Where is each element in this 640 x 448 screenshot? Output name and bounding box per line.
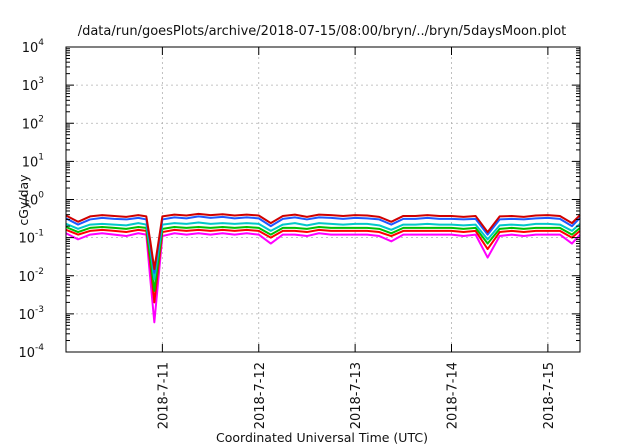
y-tick-exponent: 3 — [38, 76, 44, 86]
y-tick-label: 103 — [22, 76, 44, 94]
axis-ticks — [66, 46, 580, 353]
x-tick-labels: 2018-7-11 2018-7-12 2018-7-13 2018-7-14 2018… — [156, 362, 557, 429]
y-tick-label: 100 — [22, 191, 45, 209]
y-tick-base: 10 — [22, 155, 39, 170]
x-tick-label: 2018-7-12 — [253, 362, 268, 429]
y-tick-label: 10-1 — [18, 229, 44, 247]
y-tick-base: 10 — [22, 194, 39, 209]
series-line — [65, 228, 581, 304]
y-axis-label: cGy/day — [16, 174, 31, 226]
y-tick-base: 10 — [18, 270, 35, 285]
y-tick-label: 104 — [22, 38, 45, 56]
y-tick-label: 10-2 — [18, 267, 44, 285]
x-tick-label: 2018-7-14 — [446, 362, 461, 429]
y-tick-exponent: 0 — [38, 191, 44, 201]
y-tick-exponent: -4 — [35, 343, 44, 353]
y-tick-exponent: -1 — [35, 229, 44, 239]
series-line — [65, 232, 581, 324]
x-axis-label: Coordinated Universal Time (UTC) — [216, 430, 428, 445]
y-tick-label: 102 — [22, 114, 44, 132]
y-tick-exponent: -3 — [35, 305, 44, 315]
grid-lines — [66, 47, 580, 352]
chart-title: /data/run/goesPlots/archive/2018-07-15/0… — [78, 24, 567, 39]
y-tick-exponent: 4 — [38, 38, 44, 48]
x-tick-label: 2018-7-13 — [349, 362, 364, 429]
y-tick-exponent: 2 — [38, 114, 44, 124]
y-tick-base: 10 — [18, 232, 35, 247]
series-line — [65, 212, 581, 271]
y-tick-base: 10 — [22, 41, 39, 56]
y-tick-base: 10 — [22, 79, 39, 94]
y-tick-base: 10 — [18, 308, 35, 323]
x-tick-label: 2018-7-11 — [156, 362, 171, 429]
series-layer — [65, 212, 581, 324]
y-tick-label: 10-4 — [18, 343, 44, 361]
y-tick-exponent: -2 — [35, 267, 44, 277]
y-tick-base: 10 — [22, 117, 39, 132]
y-tick-label: 101 — [22, 152, 44, 170]
y-tick-label: 10-3 — [18, 305, 44, 323]
y-tick-exponent: 1 — [38, 152, 44, 162]
x-tick-label: 2018-7-15 — [542, 362, 557, 429]
y-tick-base: 10 — [18, 346, 35, 361]
